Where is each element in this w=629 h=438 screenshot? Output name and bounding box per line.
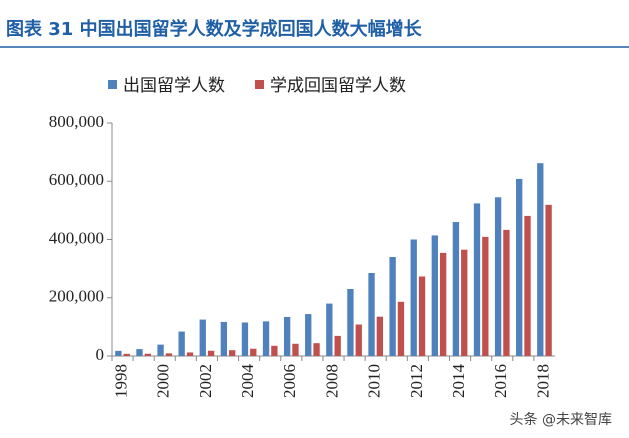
bar xyxy=(397,301,405,356)
watermark: 头条 @未来智库 xyxy=(510,411,612,428)
bar xyxy=(355,324,362,356)
x-tick-label: 2012 xyxy=(407,364,426,398)
y-tick-label: 200,000 xyxy=(49,287,104,306)
bar xyxy=(376,316,384,356)
bar xyxy=(461,249,468,356)
x-tick-label: 2004 xyxy=(238,364,257,399)
bar xyxy=(503,229,510,356)
x-tick-label: 1998 xyxy=(111,364,130,398)
bar xyxy=(313,343,320,356)
x-tick-label: 2002 xyxy=(196,364,215,398)
x-tick-label: 2006 xyxy=(280,364,299,398)
bar xyxy=(452,222,460,356)
x-tick-label: 2018 xyxy=(533,364,552,398)
y-tick-label: 0 xyxy=(96,345,105,364)
bar xyxy=(144,353,151,356)
x-tick-label: 2008 xyxy=(322,364,341,398)
x-tick-label: 2016 xyxy=(491,364,510,398)
bar xyxy=(439,252,447,356)
bar xyxy=(516,178,523,356)
legend-label: 出国留学人数 xyxy=(123,76,225,96)
bar xyxy=(271,345,278,356)
x-tick-label: 2000 xyxy=(154,364,173,398)
legend-swatch xyxy=(255,80,264,89)
x-tick-label: 2010 xyxy=(365,364,384,398)
bar xyxy=(186,352,194,356)
bar xyxy=(115,350,122,356)
bar xyxy=(494,197,502,356)
bar xyxy=(207,350,215,356)
bar xyxy=(283,316,291,356)
bar xyxy=(418,276,426,356)
bar xyxy=(165,353,173,356)
bar xyxy=(136,349,143,356)
y-tick-label: 800,000 xyxy=(49,112,104,131)
bar xyxy=(123,353,130,356)
bar xyxy=(482,236,489,356)
bar xyxy=(157,344,164,356)
bar xyxy=(334,335,341,356)
bar xyxy=(250,348,257,356)
bar xyxy=(241,322,249,356)
bar xyxy=(220,321,228,356)
bar xyxy=(229,350,236,356)
bar xyxy=(410,239,417,356)
bar xyxy=(524,215,531,356)
bar xyxy=(347,289,354,356)
bar xyxy=(537,163,544,356)
bar xyxy=(178,331,185,356)
y-tick-label: 600,000 xyxy=(49,170,104,189)
bar xyxy=(368,272,375,356)
bar xyxy=(473,203,481,356)
bar xyxy=(431,235,438,356)
x-tick-label: 2014 xyxy=(449,364,468,399)
bar xyxy=(262,321,270,356)
bar xyxy=(305,314,312,356)
bar xyxy=(199,319,206,356)
bar xyxy=(389,256,396,356)
y-tick-label: 400,000 xyxy=(49,228,104,247)
bar xyxy=(292,343,299,356)
bar xyxy=(545,204,552,356)
chart-title: 图表 31 中国出国留学人数及学成回国人数大幅增长 xyxy=(6,18,423,40)
legend-label: 学成回国留学人数 xyxy=(270,76,406,96)
bar xyxy=(326,303,333,356)
legend-swatch xyxy=(108,80,117,89)
